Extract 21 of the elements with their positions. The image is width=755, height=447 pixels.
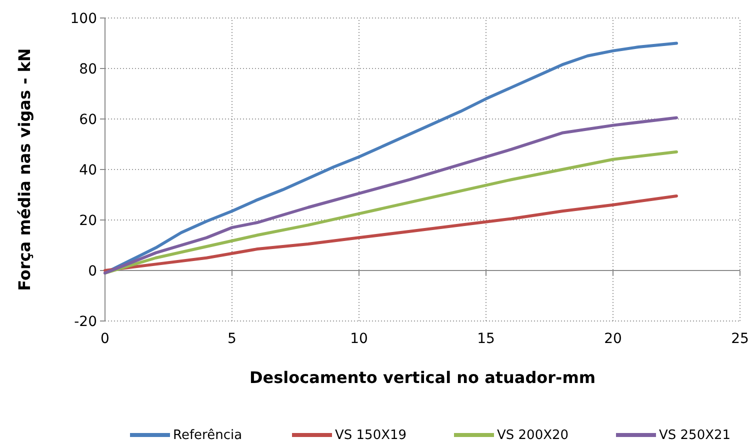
x-tick-label: 10 — [350, 331, 368, 347]
y-tick-label: 40 — [79, 162, 97, 178]
y-tick-label: 20 — [79, 212, 97, 229]
y-tick-label: 0 — [88, 263, 97, 280]
y-axis-title: Força média nas vigas - kN — [15, 48, 34, 291]
x-tick-label: 15 — [477, 331, 495, 347]
y-tick-label: 100 — [70, 10, 97, 27]
y-tick-label: 60 — [79, 112, 97, 128]
legend-label: VS 150X19 — [335, 428, 407, 443]
x-axis-title: Deslocamento vertical no atuador-mm — [249, 368, 596, 387]
x-tick-label: 25 — [731, 331, 749, 347]
line-series — [104, 116, 678, 275]
x-tick-label: 5 — [228, 331, 236, 347]
legend-label: Referência — [173, 428, 242, 443]
y-tick-label: -20 — [74, 314, 97, 330]
legend-label: VS 200X20 — [497, 428, 569, 443]
legend-label: VS 250X21 — [659, 428, 731, 443]
y-tick-label: 80 — [79, 61, 97, 78]
line-series — [104, 194, 678, 272]
x-tick-label: 20 — [604, 331, 622, 347]
x-tick-label: 0 — [100, 331, 110, 347]
